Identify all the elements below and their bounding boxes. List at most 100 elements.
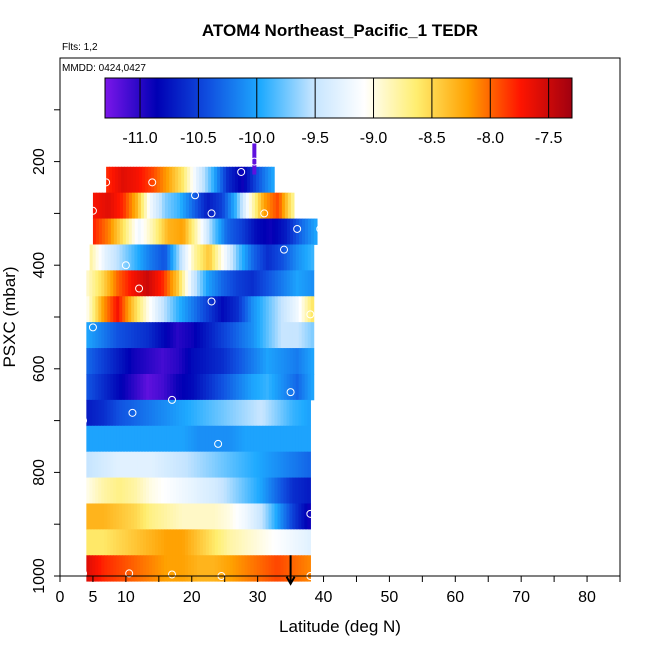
heatmap-cell [286,503,291,530]
heatmap-cell [289,425,294,453]
heatmap-cell [182,270,186,297]
heatmap-cell [268,555,273,582]
heatmap-cell [292,399,297,427]
heatmap-cell [134,451,138,478]
heatmap-cell [142,166,146,194]
heatmap-cell [116,399,120,427]
heatmap-cell [265,477,270,504]
heatmap-cell [229,555,234,582]
heatmap-cell [193,477,198,504]
heatmap-cell [290,218,294,245]
heatmap-cell [301,244,306,271]
heatmap-cell [190,529,195,556]
heatmap-cell [208,555,213,582]
heatmap-cell [170,192,175,219]
heatmap-cell [164,477,168,504]
heatmap-cell [200,348,204,375]
heatmap-cell [223,322,228,349]
heatmap-cell [140,244,145,271]
heatmap-cell [104,322,108,349]
heatmap-cell [253,529,258,556]
x-tick-label: 30 [249,589,267,606]
heatmap-cell [259,166,263,194]
heatmap-cell [286,348,291,375]
heatmap-cell [178,477,183,504]
heatmap-cell [256,322,261,349]
heatmap-cell [247,477,252,504]
heatmap-cell [143,244,147,271]
heatmap-cell [182,192,187,219]
heatmap-cell [125,322,129,349]
heatmap-cell [185,218,190,245]
heatmap-cell [128,529,132,556]
heatmap-cell [253,244,258,271]
heatmap-cell [187,529,192,556]
sample-circle [128,408,137,417]
heatmap-cell [277,348,282,375]
heatmap-cell [247,348,252,375]
heatmap-cell [146,451,150,478]
heatmap-cell [217,166,221,194]
heatmap-cell [250,529,255,556]
heatmap-cell [202,166,206,194]
heatmap-cell [215,192,220,219]
heatmap-cell [95,270,99,297]
heatmap-cell [268,503,273,530]
heatmap-cell [247,373,252,401]
heatmap-cell [92,296,96,323]
heatmap-cell [283,348,288,375]
heatmap-cell [292,503,297,530]
heatmap-cell [271,296,276,323]
heatmap-cell [286,425,291,453]
heatmap-cell [119,218,124,245]
heatmap-cell [149,192,154,219]
heatmap-cell [194,348,198,375]
heatmap-cell [110,373,114,401]
heatmap-cell [289,322,294,349]
heatmap-cell [143,451,147,478]
heatmap-cell [301,399,305,427]
heatmap-cell [304,503,308,530]
heatmap-cell [109,166,113,194]
heatmap-cell [212,244,216,271]
heatmap-cell [164,529,168,556]
heatmap-cell [116,477,120,504]
heatmap-cell [101,296,105,323]
heatmap-cell [250,296,255,323]
heatmap-cell [280,244,285,271]
heatmap-cell [149,399,153,427]
heatmap-cell [251,192,256,219]
heatmap-cell [265,296,270,323]
heatmap-cell [110,322,114,349]
heatmap-cell [178,529,183,556]
heatmap-cell [235,555,240,582]
heatmap-cell [98,373,102,401]
heatmap-cell [104,244,109,271]
heatmap-cell [95,218,100,245]
heatmap-cell [239,192,244,219]
heatmap-cell [244,244,249,271]
heatmap-cell [295,477,300,504]
heatmap-cell [262,451,267,478]
colorbar-tick-label: -9.0 [360,130,388,147]
heatmap-cell [173,348,177,375]
heatmap-cell [140,503,144,530]
heatmap-cell [220,348,225,375]
heatmap-cell [140,399,144,427]
heatmap-cell [227,218,231,245]
heatmap-cell [161,192,166,219]
heatmap-cell [232,296,237,323]
heatmap-cell [214,451,219,478]
colorbar-tick-label: -10.5 [180,130,217,147]
heatmap-cell [167,244,171,271]
heatmap-cell [286,477,291,504]
heatmap-cell [256,399,261,427]
heatmap-cell [244,451,249,478]
heatmap-cell [143,270,147,297]
heatmap-cell [170,322,174,349]
heatmap-cell [292,425,297,453]
heatmap-cell [301,451,305,478]
heatmap-cell [220,373,225,401]
heatmap-cell [161,348,165,375]
heatmap-cell [169,529,174,556]
